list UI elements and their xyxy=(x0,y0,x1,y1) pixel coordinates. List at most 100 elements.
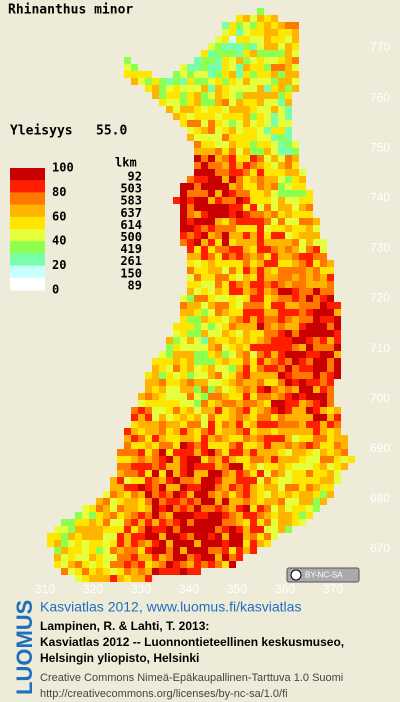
map-cell xyxy=(194,309,201,316)
map-cell xyxy=(278,449,285,456)
map-cell xyxy=(236,148,243,155)
frequency-value: 55.0 xyxy=(96,124,127,139)
map-cell xyxy=(229,533,236,540)
map-cell xyxy=(180,71,187,78)
map-cell xyxy=(159,484,166,491)
map-cell xyxy=(271,484,278,491)
map-cell xyxy=(264,232,271,239)
legend-count: 419 xyxy=(120,242,142,256)
map-cell xyxy=(327,358,334,365)
legend-count: 500 xyxy=(120,230,142,244)
map-cell xyxy=(180,456,187,463)
map-cell xyxy=(166,421,173,428)
map-cell xyxy=(264,512,271,519)
map-cell xyxy=(313,351,320,358)
map-cell xyxy=(194,463,201,470)
map-cell xyxy=(236,253,243,260)
map-cell xyxy=(159,435,166,442)
map-cell xyxy=(208,449,215,456)
map-cell xyxy=(222,141,229,148)
map-cell xyxy=(299,204,306,211)
map-cell xyxy=(285,218,292,225)
map-cell xyxy=(201,169,208,176)
map-cell xyxy=(236,442,243,449)
map-cell xyxy=(243,470,250,477)
map-cell xyxy=(271,22,278,29)
map-cell xyxy=(320,281,327,288)
map-cell xyxy=(180,211,187,218)
map-cell xyxy=(215,99,222,106)
map-cell xyxy=(243,15,250,22)
map-cell xyxy=(271,435,278,442)
map-cell xyxy=(313,316,320,323)
map-cell xyxy=(313,288,320,295)
map-cell xyxy=(250,204,257,211)
map-cell xyxy=(243,302,250,309)
map-cell xyxy=(194,176,201,183)
map-cell xyxy=(180,386,187,393)
map-cell xyxy=(236,162,243,169)
map-cell xyxy=(313,463,320,470)
map-cell xyxy=(215,512,222,519)
map-cell xyxy=(208,281,215,288)
map-cell xyxy=(187,365,194,372)
map-cell xyxy=(292,267,299,274)
map-cell xyxy=(243,134,250,141)
map-cell xyxy=(257,36,264,43)
map-cell xyxy=(194,204,201,211)
map-cell xyxy=(138,491,145,498)
map-cell xyxy=(215,435,222,442)
map-cell xyxy=(278,218,285,225)
license-url[interactable]: http://creativecommons.org/licenses/by-n… xyxy=(40,688,288,700)
map-cell xyxy=(271,288,278,295)
map-cell xyxy=(285,414,292,421)
y-coordinate-label: 760 xyxy=(370,90,390,104)
map-cell xyxy=(236,22,243,29)
map-cell xyxy=(124,442,131,449)
map-cell xyxy=(201,386,208,393)
map-cell xyxy=(152,519,159,526)
x-coordinate-label: 330 xyxy=(131,582,151,596)
map-cell xyxy=(201,92,208,99)
map-cell xyxy=(215,533,222,540)
map-cell xyxy=(299,491,306,498)
map-cell xyxy=(271,190,278,197)
map-cell xyxy=(285,498,292,505)
map-cell xyxy=(89,540,96,547)
map-cell xyxy=(208,533,215,540)
map-cell xyxy=(264,526,271,533)
map-cell xyxy=(166,470,173,477)
link[interactable]: Kasviatlas 2012, www.luomus.fi/kasviatla… xyxy=(40,599,301,615)
map-cell xyxy=(271,29,278,36)
map-cell xyxy=(257,267,264,274)
map-cell xyxy=(215,351,222,358)
map-cell xyxy=(306,491,313,498)
map-cell xyxy=(215,414,222,421)
map-cell xyxy=(138,519,145,526)
map-cell xyxy=(215,365,222,372)
map-cell xyxy=(229,162,236,169)
map-cell xyxy=(208,463,215,470)
map-cell xyxy=(131,512,138,519)
species-title: Rhinanthus minor xyxy=(8,3,133,18)
map-cell xyxy=(229,92,236,99)
map-cell xyxy=(278,519,285,526)
map-cell xyxy=(152,407,159,414)
map-cell xyxy=(159,561,166,568)
map-cell xyxy=(194,393,201,400)
map-cell xyxy=(250,127,257,134)
map-cell xyxy=(292,295,299,302)
map-cell xyxy=(278,316,285,323)
map-cell xyxy=(292,358,299,365)
map-cell xyxy=(236,190,243,197)
map-cell xyxy=(334,351,341,358)
map-cell xyxy=(166,351,173,358)
map-cell xyxy=(166,568,173,575)
map-cell xyxy=(264,64,271,71)
map-cell xyxy=(124,71,131,78)
map-cell xyxy=(271,169,278,176)
map-cell xyxy=(313,365,320,372)
license-badge[interactable]: BY-NC-SA xyxy=(286,567,360,583)
map-cell xyxy=(292,470,299,477)
map-cell xyxy=(201,533,208,540)
